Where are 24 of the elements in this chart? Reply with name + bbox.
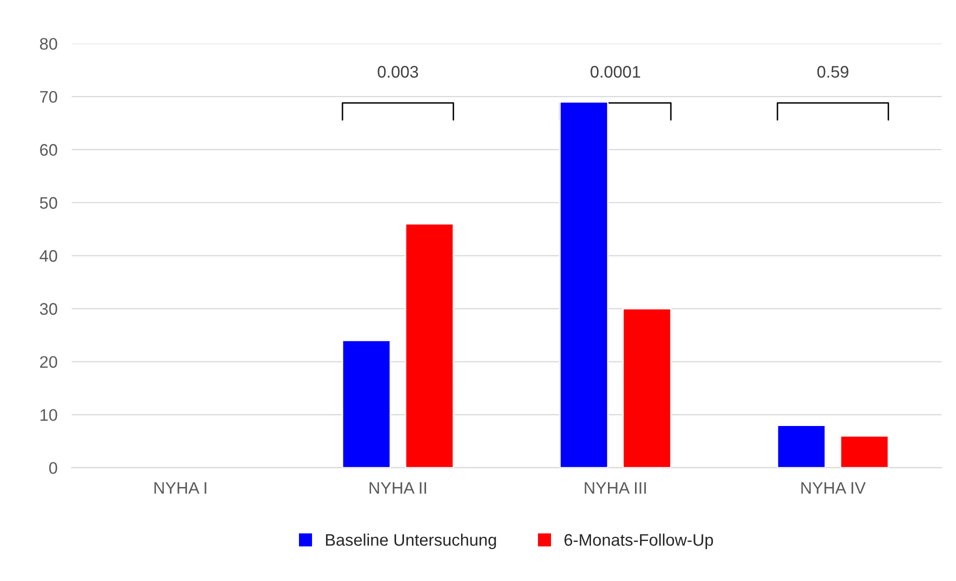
bar — [559, 101, 609, 468]
y-tick-label: 70 — [40, 90, 58, 103]
annotation: 0.003 — [378, 66, 418, 78]
bar — [622, 308, 672, 468]
y-tick-label: 20 — [40, 356, 58, 368]
x-tick-label: NYHA I — [154, 482, 206, 494]
y-tick-label: 60 — [40, 144, 58, 156]
y-tick-label: 50 — [40, 197, 58, 209]
y-tick-label: 40 — [40, 250, 58, 262]
legend-label: 6-Monats-Follow-Up — [564, 534, 713, 550]
bar — [776, 424, 826, 468]
x-tick-label: NYHA III — [584, 482, 646, 494]
x-tick-label: NYHA IV — [801, 482, 866, 494]
legend-label: Baseline Untersuchung — [326, 534, 496, 550]
bar — [342, 340, 392, 468]
x-tick-label: NYHA II — [370, 482, 426, 494]
y-tick-label: 0 — [49, 462, 58, 474]
bar — [404, 223, 454, 468]
y-tick-label: 10 — [40, 409, 58, 421]
y-tick-label: 30 — [40, 303, 58, 315]
y-tick-label: 80 — [40, 38, 58, 50]
annotation: 0.59 — [817, 66, 848, 78]
annotation: 0.0001 — [590, 66, 640, 78]
bar — [840, 435, 890, 468]
